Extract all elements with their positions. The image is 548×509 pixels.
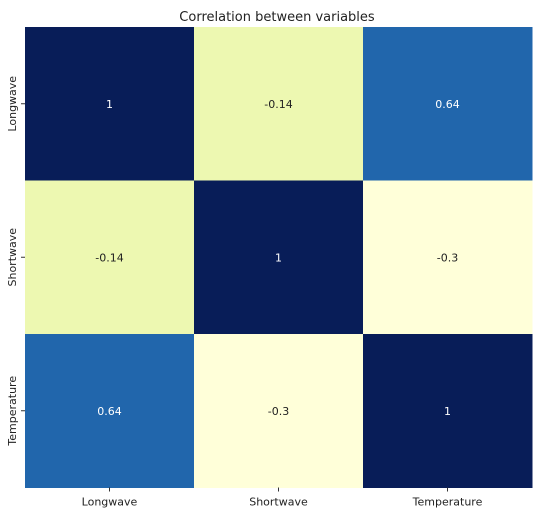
heatmap-cell-temperature-temperature (363, 334, 533, 488)
heatmap-cell-temperature-shortwave (194, 334, 364, 488)
cell-value-label: 1 (106, 98, 113, 111)
heatmap-cells (25, 27, 533, 488)
cell-value-label: 1 (275, 251, 282, 264)
y-tick-label: Longwave (6, 76, 19, 132)
heatmap-cell-shortwave-shortwave (194, 180, 364, 335)
cell-value-label: 0.64 (97, 405, 122, 418)
x-tick-label: Shortwave (249, 496, 308, 509)
x-axis-ticks: Longwave Shortwave Temperature (82, 487, 483, 509)
heatmap-cell-longwave-temperature (363, 27, 533, 181)
cell-value-label: 1 (444, 405, 451, 418)
x-tick-label: Longwave (82, 496, 138, 509)
heatmap-cell-longwave-longwave (25, 27, 195, 181)
chart-title: Correlation between variables (179, 10, 375, 25)
y-tick-label: Temperature (6, 376, 19, 447)
heatmap-cell-temperature-longwave (25, 334, 195, 488)
y-axis-ticks: Longwave Shortwave Temperature (6, 76, 25, 447)
cell-value-label: -0.14 (264, 98, 292, 111)
cell-value-label: 0.64 (435, 98, 460, 111)
y-tick-label: Shortwave (6, 228, 19, 287)
heatmap-value-labels: 1 -0.14 0.64 -0.14 1 -0.3 0.64 -0.3 1 (95, 98, 459, 418)
heatmap-cell-shortwave-temperature (363, 180, 533, 335)
x-tick-label: Temperature (412, 496, 483, 509)
heatmap-cell-shortwave-longwave (25, 180, 195, 335)
heatmap-cell-longwave-shortwave (194, 27, 364, 181)
cell-value-label: -0.3 (437, 251, 458, 264)
cell-value-label: -0.14 (95, 251, 123, 264)
cell-value-label: -0.3 (268, 405, 289, 418)
